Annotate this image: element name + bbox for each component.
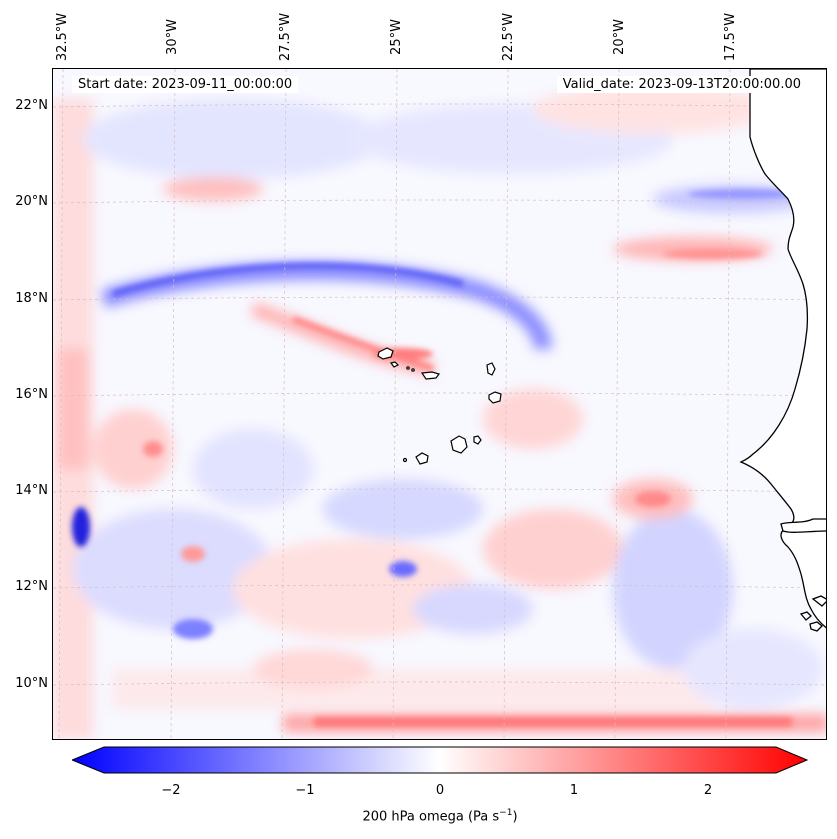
africa-coastline <box>739 69 826 632</box>
map-panel[interactable] <box>52 68 827 740</box>
lat-label-16n: 16°N <box>15 387 48 402</box>
lat-label-14n: 14°N <box>15 483 48 498</box>
valid-date-label: Valid_date: 2023-09-13T20:00:00.00 <box>556 76 807 93</box>
cbar-tick-1: 1 <box>569 783 579 798</box>
lon-label-27-5w: 27.5°W <box>277 12 293 62</box>
colorbar-label-sup: −1 <box>499 808 513 818</box>
colorbar-label: 200 hPa omega (Pa s−1) <box>0 808 837 824</box>
cbar-tick-2: 2 <box>703 783 713 798</box>
lat-label-20n: 20°N <box>15 194 48 209</box>
lat-label-12n: 12°N <box>15 579 48 594</box>
omega-field-map <box>53 69 826 739</box>
colorbar <box>70 746 809 778</box>
cbar-tick-0: 0 <box>435 783 445 798</box>
lat-label-22n: 22°N <box>15 98 48 113</box>
graticule <box>53 69 826 739</box>
omega-field-smooth <box>53 84 826 739</box>
lon-label-17-5w: 17.5°W <box>722 12 738 62</box>
cbar-tick-neg1: −1 <box>295 783 315 798</box>
colorbar-label-close: ) <box>512 809 518 825</box>
colorbar-gradient <box>70 746 809 774</box>
lon-label-20w: 20°W <box>611 19 627 55</box>
colorbar-svg <box>70 746 809 774</box>
lon-label-22-5w: 22.5°W <box>500 12 516 62</box>
start-date-label: Start date: 2023-09-11_00:00:00 <box>72 76 299 93</box>
lat-label-18n: 18°N <box>15 291 48 306</box>
lon-label-32-5w: 32.5°W <box>54 12 70 62</box>
colorbar-label-text: 200 hPa omega (Pa s <box>362 809 500 825</box>
lon-label-25w: 25°W <box>388 19 404 55</box>
cbar-tick-neg2: −2 <box>161 783 181 798</box>
lon-label-30w: 30°W <box>164 19 180 55</box>
cape-verde-islands <box>377 347 502 465</box>
lat-label-10n: 10°N <box>15 676 48 691</box>
